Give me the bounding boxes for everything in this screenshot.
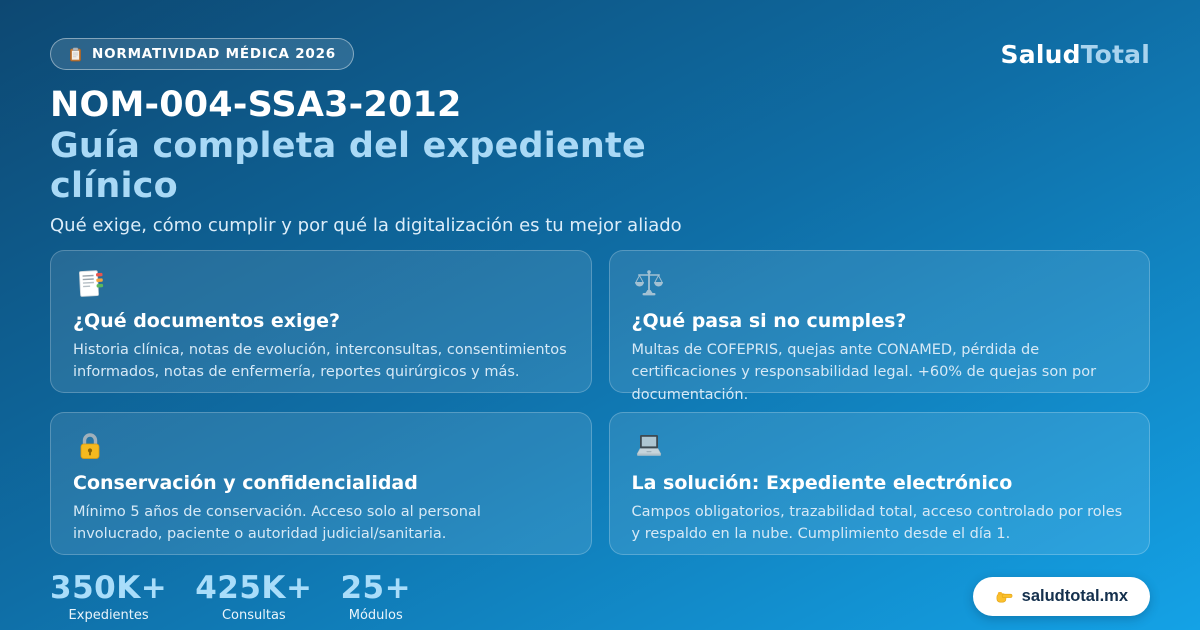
- card-title: ¿Qué pasa si no cumples?: [631, 309, 907, 332]
- title-norm-code: NOM-004-SSA3-2012: [50, 85, 462, 125]
- card-title: Conservación y confidencialidad: [73, 471, 418, 494]
- page-title: NOM-004-SSA3-2012 Guía completa del expe…: [50, 85, 690, 207]
- card-solution: La solución: Expediente electrónico Camp…: [608, 411, 1150, 555]
- footer-bar: 350K+ Expedientes 425K+ Consultas 25+ Mó…: [50, 570, 1150, 623]
- card-confidentiality: Conservación y confidencialidad Mínimo 5…: [50, 411, 592, 555]
- card-body: Mínimo 5 años de conservación. Acceso so…: [73, 503, 481, 543]
- stat-value: 425K+: [195, 569, 313, 606]
- card-title: ¿Qué documentos exige?: [73, 309, 341, 332]
- lock-icon: [80, 433, 100, 459]
- stats-row: 350K+ Expedientes 425K+ Consultas 25+ Mó…: [50, 570, 411, 623]
- stat-value: 25+: [340, 569, 412, 606]
- logo-part-total: Total: [1080, 39, 1150, 69]
- pointing-right-icon: [996, 591, 1013, 603]
- top-bar: NORMATIVIDAD MÉDICA 2026 SaludTotal: [50, 38, 1150, 70]
- stat-modulos: 25+ Módulos: [340, 570, 411, 623]
- stat-label: Módulos: [348, 607, 403, 623]
- card-documents: ¿Qué documentos exige? Historia clínica,…: [50, 249, 592, 393]
- logo-part-salud: Salud: [1000, 39, 1081, 69]
- card-body: Multas de COFEPRIS, quejas ante CONAMED,…: [631, 341, 1097, 403]
- stat-expedientes: 350K+ Expedientes: [50, 570, 167, 623]
- cta-label: saludtotal.mx: [1021, 586, 1128, 605]
- website-cta-button[interactable]: saludtotal.mx: [972, 576, 1150, 616]
- stat-label: Consultas: [221, 607, 286, 623]
- card-noncompliance: ¿Qué pasa si no cumples? Multas de COFEP…: [608, 249, 1150, 403]
- card-title: La solución: Expediente electrónico: [631, 471, 1013, 494]
- stat-consultas: 425K+ Consultas: [195, 570, 312, 623]
- clipboard-icon: [70, 47, 81, 61]
- bookmark-tabs-icon: [79, 270, 104, 297]
- title-guide-text: Guía completa del expediente clínico: [50, 125, 646, 207]
- stat-value: 350K+: [50, 569, 168, 606]
- card-body: Campos obligatorios, trazabilidad total,…: [631, 503, 1123, 543]
- laptop-icon: [636, 434, 661, 456]
- card-body: Historia clínica, notas de evolución, in…: [73, 341, 567, 381]
- badge-label: NORMATIVIDAD MÉDICA 2026: [92, 46, 336, 62]
- balance-scale-icon: [634, 269, 663, 296]
- normativity-badge: NORMATIVIDAD MÉDICA 2026: [50, 38, 354, 70]
- feature-card-grid: ¿Qué documentos exige? Historia clínica,…: [50, 249, 1150, 555]
- page-subtitle: Qué exige, cómo cumplir y por qué la dig…: [50, 214, 682, 236]
- brand-logo: SaludTotal: [1001, 40, 1150, 69]
- stat-label: Expedientes: [68, 607, 149, 623]
